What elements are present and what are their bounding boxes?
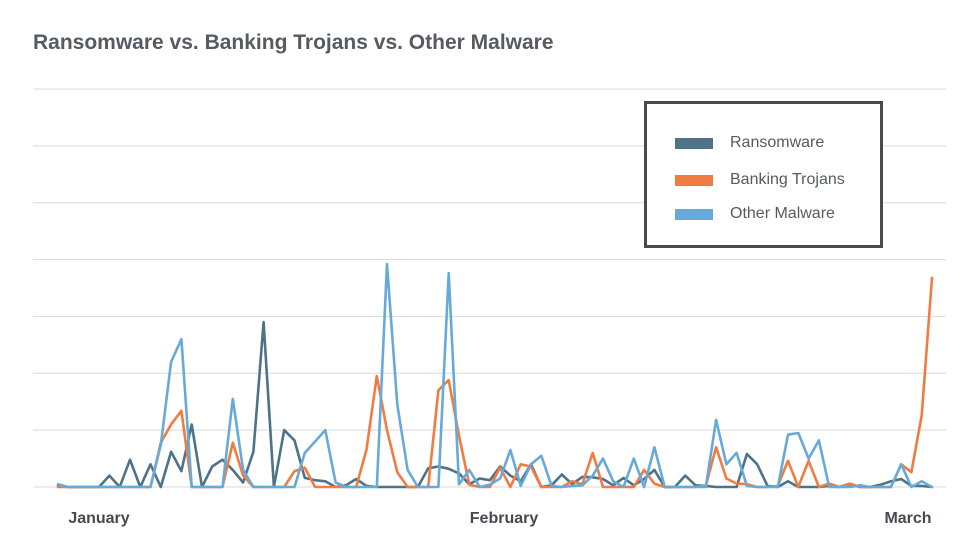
legend-item-other-malware: Other Malware	[675, 205, 835, 223]
legend-item-ransomware: Ransomware	[675, 134, 824, 152]
legend-swatch-ransomware	[675, 137, 713, 149]
x-tick-label: February	[470, 510, 539, 527]
legend-label-ransomware: Ransomware	[730, 134, 825, 151]
chart-title: Ransomware vs. Banking Trojans vs. Other…	[33, 31, 554, 54]
x-axis-ticks: January February March	[68, 510, 931, 527]
series-line-other-malware	[56, 262, 934, 489]
legend: Ransomware Banking Trojans Other Malware	[644, 101, 883, 248]
legend-swatch-other-malware	[675, 208, 713, 220]
series-lines	[56, 262, 934, 489]
legend-swatch-banking-trojans	[675, 174, 713, 186]
series-line-ransomware	[56, 320, 934, 489]
legend-label-banking-trojans: Banking Trojans	[730, 171, 845, 188]
x-tick-label: March	[884, 510, 931, 527]
legend-label-other-malware: Other Malware	[730, 205, 835, 222]
legend-item-banking-trojans: Banking Trojans	[675, 171, 845, 189]
x-tick-label: January	[68, 510, 129, 527]
